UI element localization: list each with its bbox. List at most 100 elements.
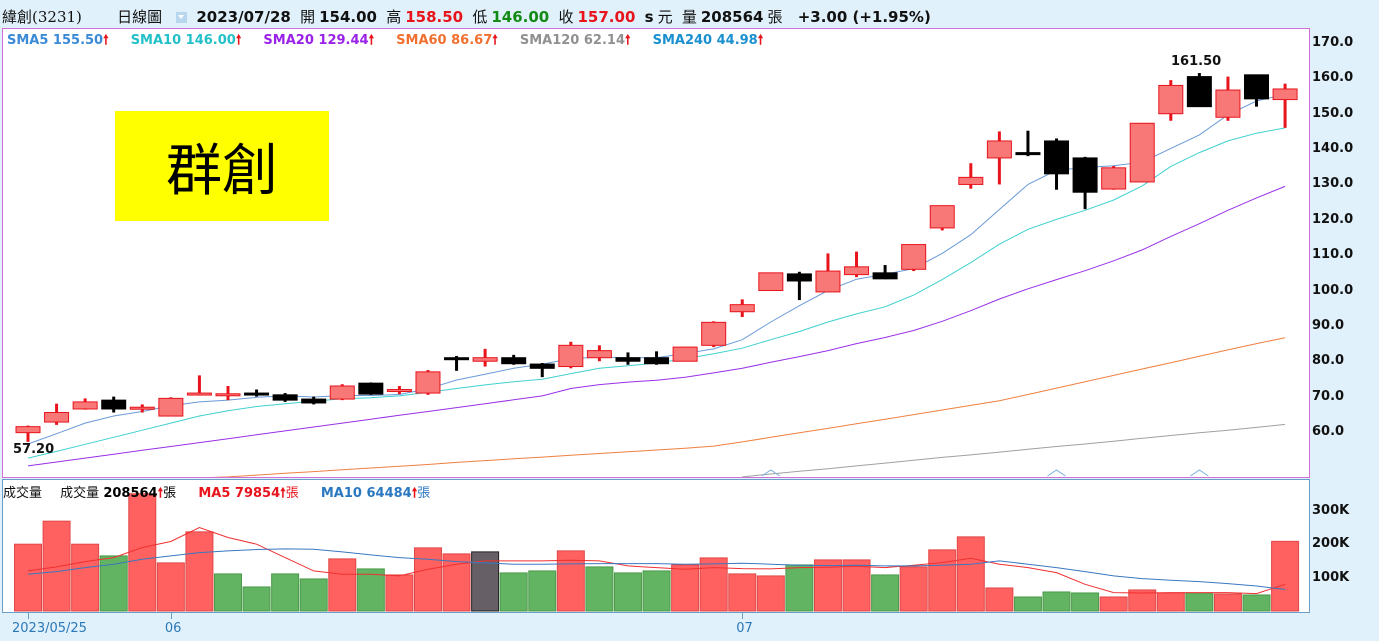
ma-legend-label: SMA20 129.44 — [263, 33, 369, 48]
candle-body — [15, 426, 41, 434]
candle-body — [186, 392, 212, 396]
volume-bar — [242, 586, 271, 612]
volume-bar — [271, 573, 300, 612]
volume-bar — [813, 559, 842, 612]
vol-ma10-line — [27, 548, 1286, 590]
volume-bar — [928, 549, 957, 612]
volume-label: 成交量 — [60, 486, 100, 501]
candle-body — [1015, 152, 1041, 156]
ma-legend-label: SMA5 155.50 — [7, 33, 104, 48]
candle-body — [815, 270, 841, 293]
stock-name-label: 群創 — [115, 111, 329, 221]
candle-body — [1129, 122, 1155, 183]
volume-bar — [71, 543, 100, 612]
volume-chart — [14, 493, 1300, 612]
candle-body — [986, 140, 1012, 159]
volume-bar — [1156, 592, 1185, 612]
volume-panel[interactable]: 成交量 成交量 208564🠕張 MA5 79854🠕張 MA10 64484🠕… — [2, 479, 1310, 613]
open-label: 開 — [300, 8, 316, 26]
candle-body — [215, 393, 241, 397]
date-tick — [170, 612, 172, 619]
volume-bar — [842, 559, 871, 612]
sma20-line — [27, 185, 1286, 467]
candle-body — [44, 412, 70, 423]
volume-bar — [42, 520, 71, 612]
date-label: 07 — [736, 621, 753, 636]
price-chart-panel[interactable]: SMA5 155.50🠕 SMA10 146.00🠕 SMA20 129.44🠕 SM… — [2, 28, 1310, 478]
close-label: 收 — [558, 8, 574, 26]
volume-title: 成交量 — [3, 486, 43, 501]
candle-body — [786, 273, 812, 282]
volume-bar — [528, 570, 557, 612]
volume-bar — [156, 562, 185, 612]
vol-ma5-label: MA5 79854 — [198, 486, 281, 501]
signal-marker-icon — [1190, 469, 1209, 477]
volume-bar — [1071, 592, 1100, 612]
price-tick-label: 150.0 — [1312, 105, 1354, 121]
candle-body — [129, 406, 155, 410]
volume-bar — [328, 558, 357, 612]
price-tick-label: 170.0 — [1312, 35, 1354, 50]
sma60-line — [210, 337, 1286, 477]
price-tick-label: 80.0 — [1312, 353, 1345, 369]
up-arrow-icon: 🠕 — [157, 486, 164, 501]
ma-legend-item: SMA240 44.98🠕 — [653, 33, 764, 48]
volume-unit: 張 — [767, 8, 783, 26]
volume-bar — [14, 543, 42, 612]
candle-body — [901, 244, 927, 270]
candle-body — [1244, 74, 1270, 100]
up-arrow-icon: 🠕 — [235, 33, 242, 48]
ma-legend-label: SMA60 86.67 — [396, 33, 493, 48]
volume-bar — [185, 531, 214, 612]
candle-body — [929, 205, 955, 229]
low-value: 146.00 — [491, 8, 550, 26]
ma-legend-item: SMA60 86.67🠕 — [396, 33, 498, 48]
high-label: 高 — [386, 8, 402, 26]
volume-value: 208564 — [103, 486, 158, 501]
candle-body — [329, 385, 355, 400]
high-value: 158.50 — [405, 8, 464, 26]
quote-date: 2023/07/28 — [196, 8, 291, 26]
unit: 張 — [417, 486, 431, 501]
vol-ma10-label: MA10 64484 — [320, 486, 412, 501]
volume-bar — [385, 574, 414, 612]
volume-bar — [299, 578, 328, 612]
candle-body — [615, 357, 641, 362]
date-tick — [742, 612, 744, 619]
price-tick-label: 60.0 — [1312, 423, 1345, 439]
ma-legend-label: SMA120 62.14 — [519, 33, 625, 48]
up-arrow-icon: 🠕 — [368, 33, 375, 48]
period-select[interactable]: 日線圖 — [117, 8, 163, 26]
candle-body — [586, 350, 612, 359]
volume-bar — [671, 564, 700, 612]
price-tick-label: 160.0 — [1312, 70, 1354, 86]
candle-body — [472, 357, 498, 362]
dropdown-icon[interactable] — [176, 12, 188, 23]
candle-body — [958, 176, 984, 185]
vol-ma5-line — [27, 526, 1286, 595]
sma120-line — [742, 423, 1286, 477]
unit-s: s — [644, 8, 654, 26]
low-label: 低 — [472, 8, 488, 26]
volume-bar — [1013, 596, 1042, 612]
volume-bar — [1242, 594, 1271, 612]
price-tick-label: 120.0 — [1312, 211, 1354, 227]
candle-body — [272, 394, 298, 401]
volume-tick-label: 300K — [1312, 503, 1350, 518]
volume-bar — [1042, 591, 1071, 612]
candle-body — [844, 266, 870, 276]
candle-body — [158, 397, 184, 417]
quote-header: 緯創(3231) 日線圖 2023/07/28 開 154.00 高 158.50 … — [2, 6, 935, 28]
candle-body — [1272, 88, 1298, 101]
candle-body — [558, 344, 584, 368]
close-value: 157.00 — [577, 8, 636, 26]
ma-legend-label: SMA240 44.98 — [652, 33, 758, 48]
candle-body — [244, 392, 270, 396]
volume-bar — [585, 566, 614, 612]
candle-body — [1072, 157, 1098, 193]
date-label: 2023/05/25 — [12, 621, 87, 636]
volume-bar — [871, 574, 900, 612]
volume-bar — [128, 493, 157, 612]
ma-legend-item: SMA5 155.50🠕 — [7, 33, 109, 48]
volume-bar — [1099, 596, 1128, 612]
